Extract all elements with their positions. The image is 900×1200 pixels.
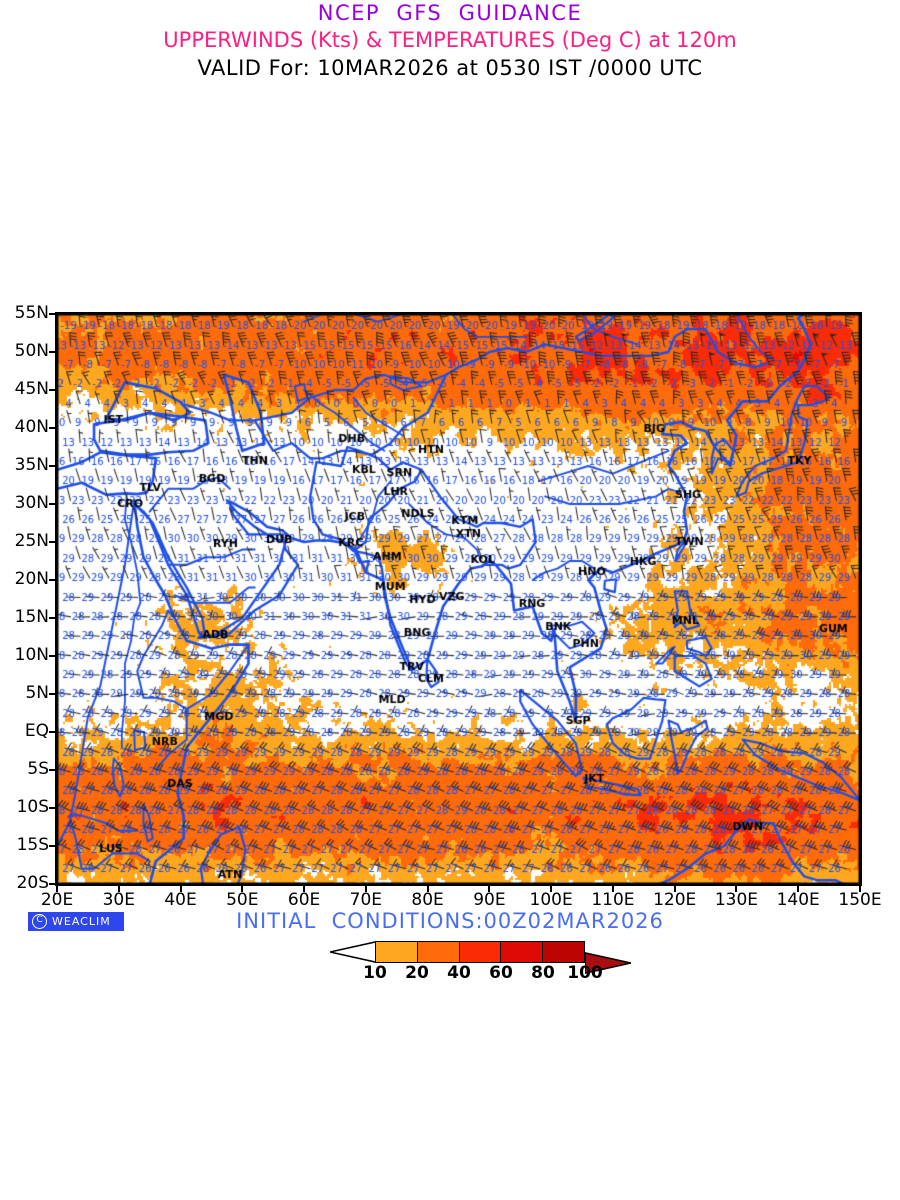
logo-label: WEACLIM xyxy=(52,915,111,928)
colorbar-swatch xyxy=(500,941,543,963)
colorbar-swatch xyxy=(416,941,459,963)
latitude-label: 15S xyxy=(16,835,49,855)
latitude-label: 30N xyxy=(14,493,49,513)
longitude-label: 30E xyxy=(102,890,135,910)
colorbar-tick: 40 xyxy=(447,963,471,983)
longitude-tick xyxy=(303,885,306,892)
longitude-label: 40E xyxy=(164,890,197,910)
initial-conditions-label: INITIAL CONDITIONS:00Z02MAR2026 xyxy=(236,909,664,933)
longitude-tick xyxy=(488,885,491,892)
title-block: NCEP GFS GUIDANCE UPPERWINDS (Kts) & TEM… xyxy=(0,0,900,82)
longitude-tick xyxy=(797,885,800,892)
latitude-label: EQ xyxy=(24,721,49,741)
latitude-label: 5S xyxy=(27,759,49,779)
longitude-label: 50E xyxy=(226,890,259,910)
longitude-label: 90E xyxy=(473,890,506,910)
longitude-tick xyxy=(179,885,182,892)
weather-map-canvas xyxy=(57,314,860,884)
colorbar-swatches xyxy=(375,941,585,963)
longitude-label: 150E xyxy=(838,890,882,910)
title-line-2: UPPERWINDS (Kts) & TEMPERATURES (Deg C) … xyxy=(163,28,737,52)
longitude-label: 130E xyxy=(714,890,759,910)
longitude-tick xyxy=(56,885,58,892)
latitude-label: 10N xyxy=(14,645,49,665)
longitude-label: 80E xyxy=(411,890,444,910)
latitude-label: 20N xyxy=(14,569,49,589)
title-line-3: VALID For: 10MAR2026 at 0530 IST /0000 U… xyxy=(197,56,703,80)
longitude-label: 100E xyxy=(529,890,573,910)
longitude-tick xyxy=(117,885,120,892)
longitude-label: 70E xyxy=(349,890,383,910)
colorbar-tick: 60 xyxy=(489,963,513,983)
copyright-icon: C xyxy=(32,914,47,929)
latitude-label: 40N xyxy=(14,417,49,437)
latitude-label: 35N xyxy=(14,455,49,475)
colorbar-under-arrow xyxy=(329,940,377,964)
longitude-tick xyxy=(859,885,861,892)
longitude-label: 110E xyxy=(591,890,635,910)
colorbar-swatch xyxy=(542,941,585,963)
longitude-label: 120E xyxy=(653,890,697,910)
title-line-1: NCEP GFS GUIDANCE xyxy=(317,1,583,25)
colorbar-tick: 100 xyxy=(567,963,603,983)
longitude-tick xyxy=(426,885,429,892)
longitude-tick xyxy=(550,885,553,892)
colorbar-tick-labels: 10 20 40 60 80 100 xyxy=(330,963,630,987)
longitude-tick xyxy=(735,885,738,892)
latitude-label: 5N xyxy=(25,683,49,703)
colorbar-tick: 80 xyxy=(531,963,555,983)
longitude-tick xyxy=(673,885,676,892)
latitude-label: 55N xyxy=(14,303,49,323)
latitude-label: 25N xyxy=(14,531,49,551)
longitude-label: 140E xyxy=(776,890,820,910)
colorbar-swatch xyxy=(458,941,501,963)
colorbar-tick: 10 xyxy=(363,963,387,983)
map-frame xyxy=(55,312,862,886)
latitude-label: 10S xyxy=(16,797,49,817)
longitude-tick xyxy=(364,885,367,892)
longitude-tick xyxy=(241,885,244,892)
latitude-label: 15N xyxy=(14,607,49,627)
weaclim-logo[interactable]: C WEACLIM xyxy=(28,912,124,931)
latitude-label: 20S xyxy=(16,873,49,893)
map-plot-area[interactable] xyxy=(55,312,862,886)
colorbar-tick: 20 xyxy=(405,963,429,983)
colorbar xyxy=(329,940,632,975)
colorbar-swatch xyxy=(375,941,417,963)
longitude-tick xyxy=(611,885,614,892)
latitude-label: 45N xyxy=(14,379,49,399)
longitude-label: 20E xyxy=(40,890,74,910)
latitude-label: 50N xyxy=(14,341,49,361)
longitude-label: 60E xyxy=(287,890,321,910)
